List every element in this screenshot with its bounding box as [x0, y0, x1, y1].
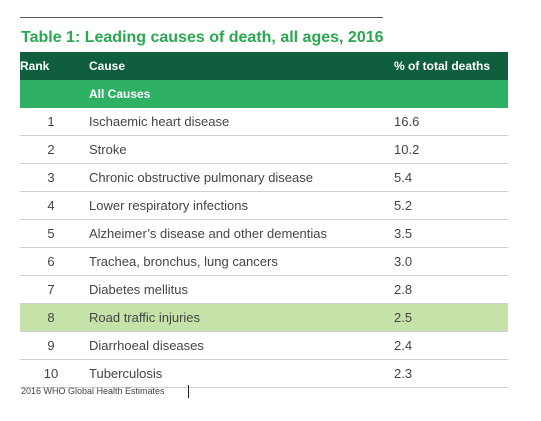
header-cause: Cause	[82, 52, 390, 80]
row-cause: Lower respiratory infections	[82, 191, 390, 220]
row-cause: Chronic obstructive pulmonary disease	[82, 163, 390, 192]
row-percent: 3.5	[390, 219, 508, 248]
row-rank: 2	[20, 135, 82, 164]
row-cause: Alzheimer’s disease and other dementias	[82, 219, 390, 248]
table-row: 2 Stroke 10.2	[20, 135, 508, 164]
row-rank: 7	[20, 275, 82, 304]
row-cause: Ischaemic heart disease	[82, 107, 390, 136]
row-rank: 5	[20, 219, 82, 248]
row-rank: 9	[20, 331, 82, 360]
all-causes-row: All Causes	[20, 80, 508, 108]
row-percent: 5.2	[390, 191, 508, 220]
row-cause: Road traffic injuries	[82, 303, 390, 332]
row-rank: 1	[20, 107, 82, 136]
row-cause: Stroke	[82, 135, 390, 164]
row-rank: 6	[20, 247, 82, 276]
row-rank: 3	[20, 163, 82, 192]
table-row: 9 Diarrhoeal diseases 2.4	[20, 331, 508, 360]
table-header-row: Rank Cause % of total deaths	[20, 52, 508, 80]
header-percent: % of total deaths	[390, 52, 508, 80]
all-causes-rank	[20, 80, 82, 108]
all-causes-percent	[390, 80, 508, 108]
table-row: 6 Trachea, bronchus, lung cancers 3.0	[20, 247, 508, 276]
header-rank: Rank	[20, 52, 82, 80]
row-percent: 2.5	[390, 303, 508, 332]
row-rank: 10	[20, 359, 82, 388]
row-rank: 8	[20, 303, 82, 332]
row-cause: Trachea, bronchus, lung cancers	[82, 247, 390, 276]
row-cause: Tuberculosis	[82, 359, 390, 388]
table-row: 5 Alzheimer’s disease and other dementia…	[20, 219, 508, 248]
top-divider	[20, 17, 383, 18]
row-percent: 2.3	[390, 359, 508, 388]
table-row: 4 Lower respiratory infections 5.2	[20, 191, 508, 220]
table-row: 7 Diabetes mellitus 2.8	[20, 275, 508, 304]
table-title: Table 1: Leading causes of death, all ag…	[21, 29, 384, 46]
row-cause: Diabetes mellitus	[82, 275, 390, 304]
text-cursor	[188, 385, 189, 398]
row-percent: 3.0	[390, 247, 508, 276]
row-cause: Diarrhoeal diseases	[82, 331, 390, 360]
row-percent: 2.8	[390, 275, 508, 304]
table-row: 10 Tuberculosis 2.3	[20, 359, 508, 388]
row-percent: 10.2	[390, 135, 508, 164]
row-percent: 16.6	[390, 107, 508, 136]
row-percent: 2.4	[390, 331, 508, 360]
row-percent: 5.4	[390, 163, 508, 192]
row-rank: 4	[20, 191, 82, 220]
highlighted-row: 8 Road traffic injuries 2.5	[20, 303, 508, 332]
causes-of-death-table: Rank Cause % of total deaths All Causes …	[20, 52, 508, 388]
table-row: 1 Ischaemic heart disease 16.6	[20, 107, 508, 136]
table-row: 3 Chronic obstructive pulmonary disease …	[20, 163, 508, 192]
all-causes-label: All Causes	[82, 80, 390, 108]
source-note: 2016 WHO Global Health Estimates	[21, 386, 165, 396]
